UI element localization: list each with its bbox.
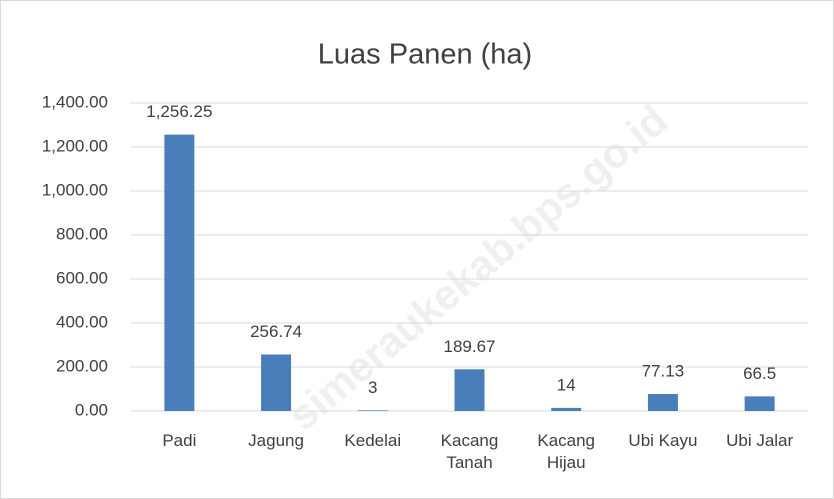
- data-label: 66.5: [743, 364, 776, 383]
- y-tick-label: 200.00: [56, 356, 108, 375]
- bar: [261, 354, 292, 411]
- data-label: 3: [368, 378, 377, 397]
- x-tick-label: Jagung: [248, 431, 304, 450]
- data-label: 14: [557, 375, 576, 394]
- x-tick-label: Padi: [162, 431, 197, 450]
- data-label: 1,256.25: [146, 102, 212, 121]
- bar: [647, 394, 678, 411]
- chart-title: Luas Panen (ha): [318, 39, 532, 71]
- x-tick-label: Kacang Hijau: [537, 431, 596, 472]
- y-tick-label: 800.00: [56, 224, 108, 243]
- x-tick-label: Kacang Tanah: [440, 431, 499, 472]
- bar: [454, 369, 485, 411]
- bar: [551, 407, 582, 411]
- y-tick-label: 1,400.00: [42, 92, 108, 111]
- y-tick-label: 1,200.00: [42, 136, 108, 155]
- data-label: 77.13: [642, 362, 685, 381]
- data-label: 189.67: [444, 337, 496, 356]
- x-tick-label: Ubi Jalar: [726, 431, 794, 450]
- bar: [357, 410, 388, 411]
- y-tick-label: 600.00: [56, 268, 108, 287]
- bar: [164, 134, 195, 411]
- y-tick-label: 1,000.00: [42, 180, 108, 199]
- x-tick-label: Ubi Kayu: [628, 431, 698, 450]
- data-label: 256.74: [250, 322, 302, 341]
- y-tick-label: 0.00: [75, 400, 108, 419]
- bar: [744, 396, 775, 411]
- y-tick-label: 400.00: [56, 312, 108, 331]
- x-tick-label: Kedelai: [344, 431, 402, 450]
